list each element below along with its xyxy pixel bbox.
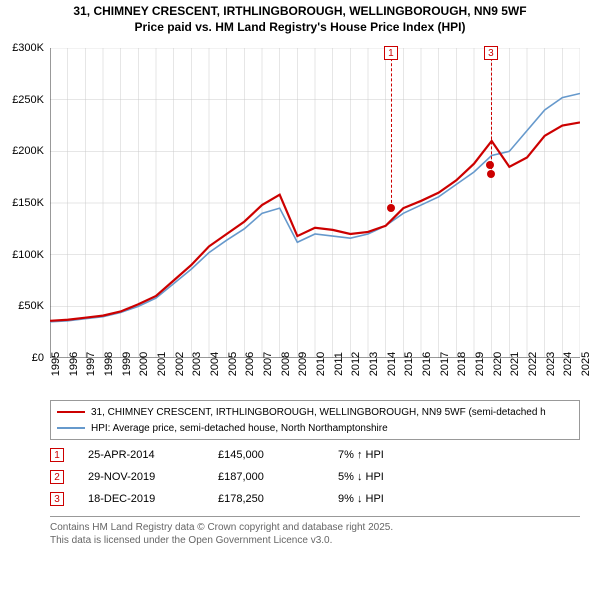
legend-label: HPI: Average price, semi-detached house,… — [91, 423, 388, 434]
y-tick-label: £0 — [32, 352, 44, 364]
footer-line-2: This data is licensed under the Open Gov… — [50, 534, 580, 547]
x-tick-label: 1996 — [68, 352, 80, 376]
title-line-1: 31, CHIMNEY CRESCENT, IRTHLINGBOROUGH, W… — [10, 4, 590, 20]
transactions-table: 1 25-APR-2014£145,0007% ↑ HPI 2 29-NOV-2019… — [50, 444, 580, 510]
transaction-price: £178,250 — [218, 493, 338, 505]
transaction-date: 29-NOV-2019 — [88, 471, 218, 483]
y-axis: £0£50K£100K£150K£200K£250K£300K — [0, 48, 48, 358]
chart-title: 31, CHIMNEY CRESCENT, IRTHLINGBOROUGH, W… — [0, 0, 600, 37]
footer: Contains HM Land Registry data © Crown c… — [50, 516, 580, 547]
x-tick-label: 2000 — [138, 352, 150, 376]
x-tick-label: 2015 — [403, 352, 415, 376]
plot-area: 13 — [50, 48, 580, 358]
x-tick-label: 2013 — [368, 352, 380, 376]
x-tick-label: 2019 — [474, 352, 486, 376]
x-tick-label: 2024 — [562, 352, 574, 376]
x-tick-label: 2005 — [227, 352, 239, 376]
x-tick-label: 2023 — [545, 352, 557, 376]
y-tick-label: £100K — [12, 249, 44, 261]
title-line-2: Price paid vs. HM Land Registry's House … — [10, 20, 590, 36]
transaction-row: 3 18-DEC-2019£178,2509% ↓ HPI — [50, 488, 580, 510]
x-tick-label: 1997 — [85, 352, 97, 376]
x-tick-label: 2003 — [191, 352, 203, 376]
x-tick-label: 1998 — [103, 352, 115, 376]
x-tick-label: 2008 — [280, 352, 292, 376]
x-tick-label: 2018 — [456, 352, 468, 376]
y-tick-label: £250K — [12, 94, 44, 106]
y-tick-label: £50K — [18, 300, 44, 312]
flag-marker: 1 — [384, 46, 398, 60]
legend-label: 31, CHIMNEY CRESCENT, IRTHLINGBOROUGH, W… — [91, 407, 546, 418]
y-tick-label: £200K — [12, 145, 44, 157]
x-tick-label: 2011 — [333, 352, 345, 376]
transaction-delta: 5% ↓ HPI — [338, 471, 458, 483]
x-tick-label: 2007 — [262, 352, 274, 376]
x-axis: 1995199619971998199920002001200220032004… — [50, 360, 580, 400]
legend-swatch — [57, 411, 85, 413]
transaction-row: 1 25-APR-2014£145,0007% ↑ HPI — [50, 444, 580, 466]
x-tick-label: 2017 — [439, 352, 451, 376]
flag-line — [391, 48, 392, 208]
y-tick-label: £300K — [12, 42, 44, 54]
transaction-delta: 9% ↓ HPI — [338, 493, 458, 505]
x-tick-label: 2020 — [492, 352, 504, 376]
chart-svg — [50, 48, 580, 358]
legend-row: 31, CHIMNEY CRESCENT, IRTHLINGBOROUGH, W… — [57, 404, 573, 420]
legend-swatch — [57, 427, 85, 429]
x-tick-label: 2009 — [297, 352, 309, 376]
x-tick-label: 2001 — [156, 352, 168, 376]
transaction-marker: 1 — [50, 448, 64, 462]
x-tick-label: 2016 — [421, 352, 433, 376]
x-tick-label: 1999 — [121, 352, 133, 376]
x-tick-label: 2004 — [209, 352, 221, 376]
transaction-date: 25-APR-2014 — [88, 449, 218, 461]
transaction-row: 2 29-NOV-2019£187,0005% ↓ HPI — [50, 466, 580, 488]
x-tick-label: 2010 — [315, 352, 327, 376]
transaction-delta: 7% ↑ HPI — [338, 449, 458, 461]
y-tick-label: £150K — [12, 197, 44, 209]
transaction-dot — [486, 161, 494, 169]
x-tick-label: 2025 — [580, 352, 592, 376]
transaction-marker: 3 — [50, 492, 64, 506]
x-tick-label: 1995 — [50, 352, 62, 376]
legend: 31, CHIMNEY CRESCENT, IRTHLINGBOROUGH, W… — [50, 400, 580, 440]
x-tick-label: 2021 — [509, 352, 521, 376]
x-tick-label: 2014 — [386, 352, 398, 376]
chart-container: 31, CHIMNEY CRESCENT, IRTHLINGBOROUGH, W… — [0, 0, 600, 590]
x-tick-label: 2022 — [527, 352, 539, 376]
x-tick-label: 2006 — [244, 352, 256, 376]
transaction-date: 18-DEC-2019 — [88, 493, 218, 505]
transaction-price: £145,000 — [218, 449, 338, 461]
legend-row: HPI: Average price, semi-detached house,… — [57, 420, 573, 436]
flag-marker: 3 — [484, 46, 498, 60]
transaction-price: £187,000 — [218, 471, 338, 483]
x-tick-label: 2002 — [174, 352, 186, 376]
transaction-marker: 2 — [50, 470, 64, 484]
footer-line-1: Contains HM Land Registry data © Crown c… — [50, 521, 580, 534]
x-tick-label: 2012 — [350, 352, 362, 376]
flag-line — [491, 48, 492, 174]
